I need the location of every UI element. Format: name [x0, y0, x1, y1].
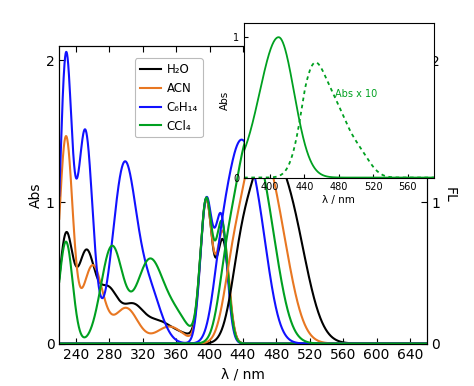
C₆H₁₄	[213, 223, 219, 227]
C₆H₁₄	[56, 193, 62, 198]
C₆H₁₄	[377, 341, 383, 346]
ACN	[120, 306, 126, 311]
C₆H₁₄	[424, 341, 429, 346]
H₂O	[424, 341, 429, 346]
H₂O	[377, 341, 383, 346]
CCl₄	[204, 195, 210, 200]
H₂O	[213, 255, 219, 260]
CCl₄	[120, 273, 126, 277]
H₂O	[56, 276, 62, 281]
H₂O	[98, 281, 104, 286]
CCl₄	[213, 237, 219, 241]
ACN	[63, 134, 69, 138]
ACN	[424, 341, 429, 346]
C₆H₁₄	[120, 161, 126, 166]
H₂O	[203, 196, 209, 201]
Line: H₂O: H₂O	[59, 198, 427, 344]
Y-axis label: Abs: Abs	[29, 182, 43, 208]
Line: ACN: ACN	[59, 136, 427, 344]
CCl₄	[197, 254, 203, 259]
C₆H₁₄	[197, 257, 203, 261]
C₆H₁₄	[417, 341, 422, 346]
H₂O	[120, 301, 126, 305]
H₂O	[417, 341, 422, 346]
CCl₄	[56, 279, 62, 284]
Line: C₆H₁₄: C₆H₁₄	[59, 52, 427, 344]
CCl₄	[98, 282, 104, 286]
ACN	[417, 341, 422, 346]
Line: CCl₄: CCl₄	[59, 197, 427, 344]
X-axis label: λ / nm: λ / nm	[221, 368, 265, 382]
ACN	[56, 217, 62, 221]
ACN	[99, 284, 104, 288]
CCl₄	[377, 341, 383, 346]
C₆H₁₄	[64, 49, 69, 54]
ACN	[197, 256, 203, 260]
H₂O	[197, 255, 203, 260]
CCl₄	[417, 341, 422, 346]
Y-axis label: Abs: Abs	[220, 91, 230, 110]
C₆H₁₄	[99, 295, 104, 300]
Text: Abs x 10: Abs x 10	[335, 89, 377, 99]
ACN	[213, 251, 219, 256]
Y-axis label: FL: FL	[443, 187, 457, 203]
X-axis label: λ / nm: λ / nm	[322, 195, 356, 205]
ACN	[377, 341, 383, 346]
Legend: H₂O, ACN, C₆H₁₄, CCl₄: H₂O, ACN, C₆H₁₄, CCl₄	[135, 58, 203, 137]
CCl₄	[424, 341, 429, 346]
